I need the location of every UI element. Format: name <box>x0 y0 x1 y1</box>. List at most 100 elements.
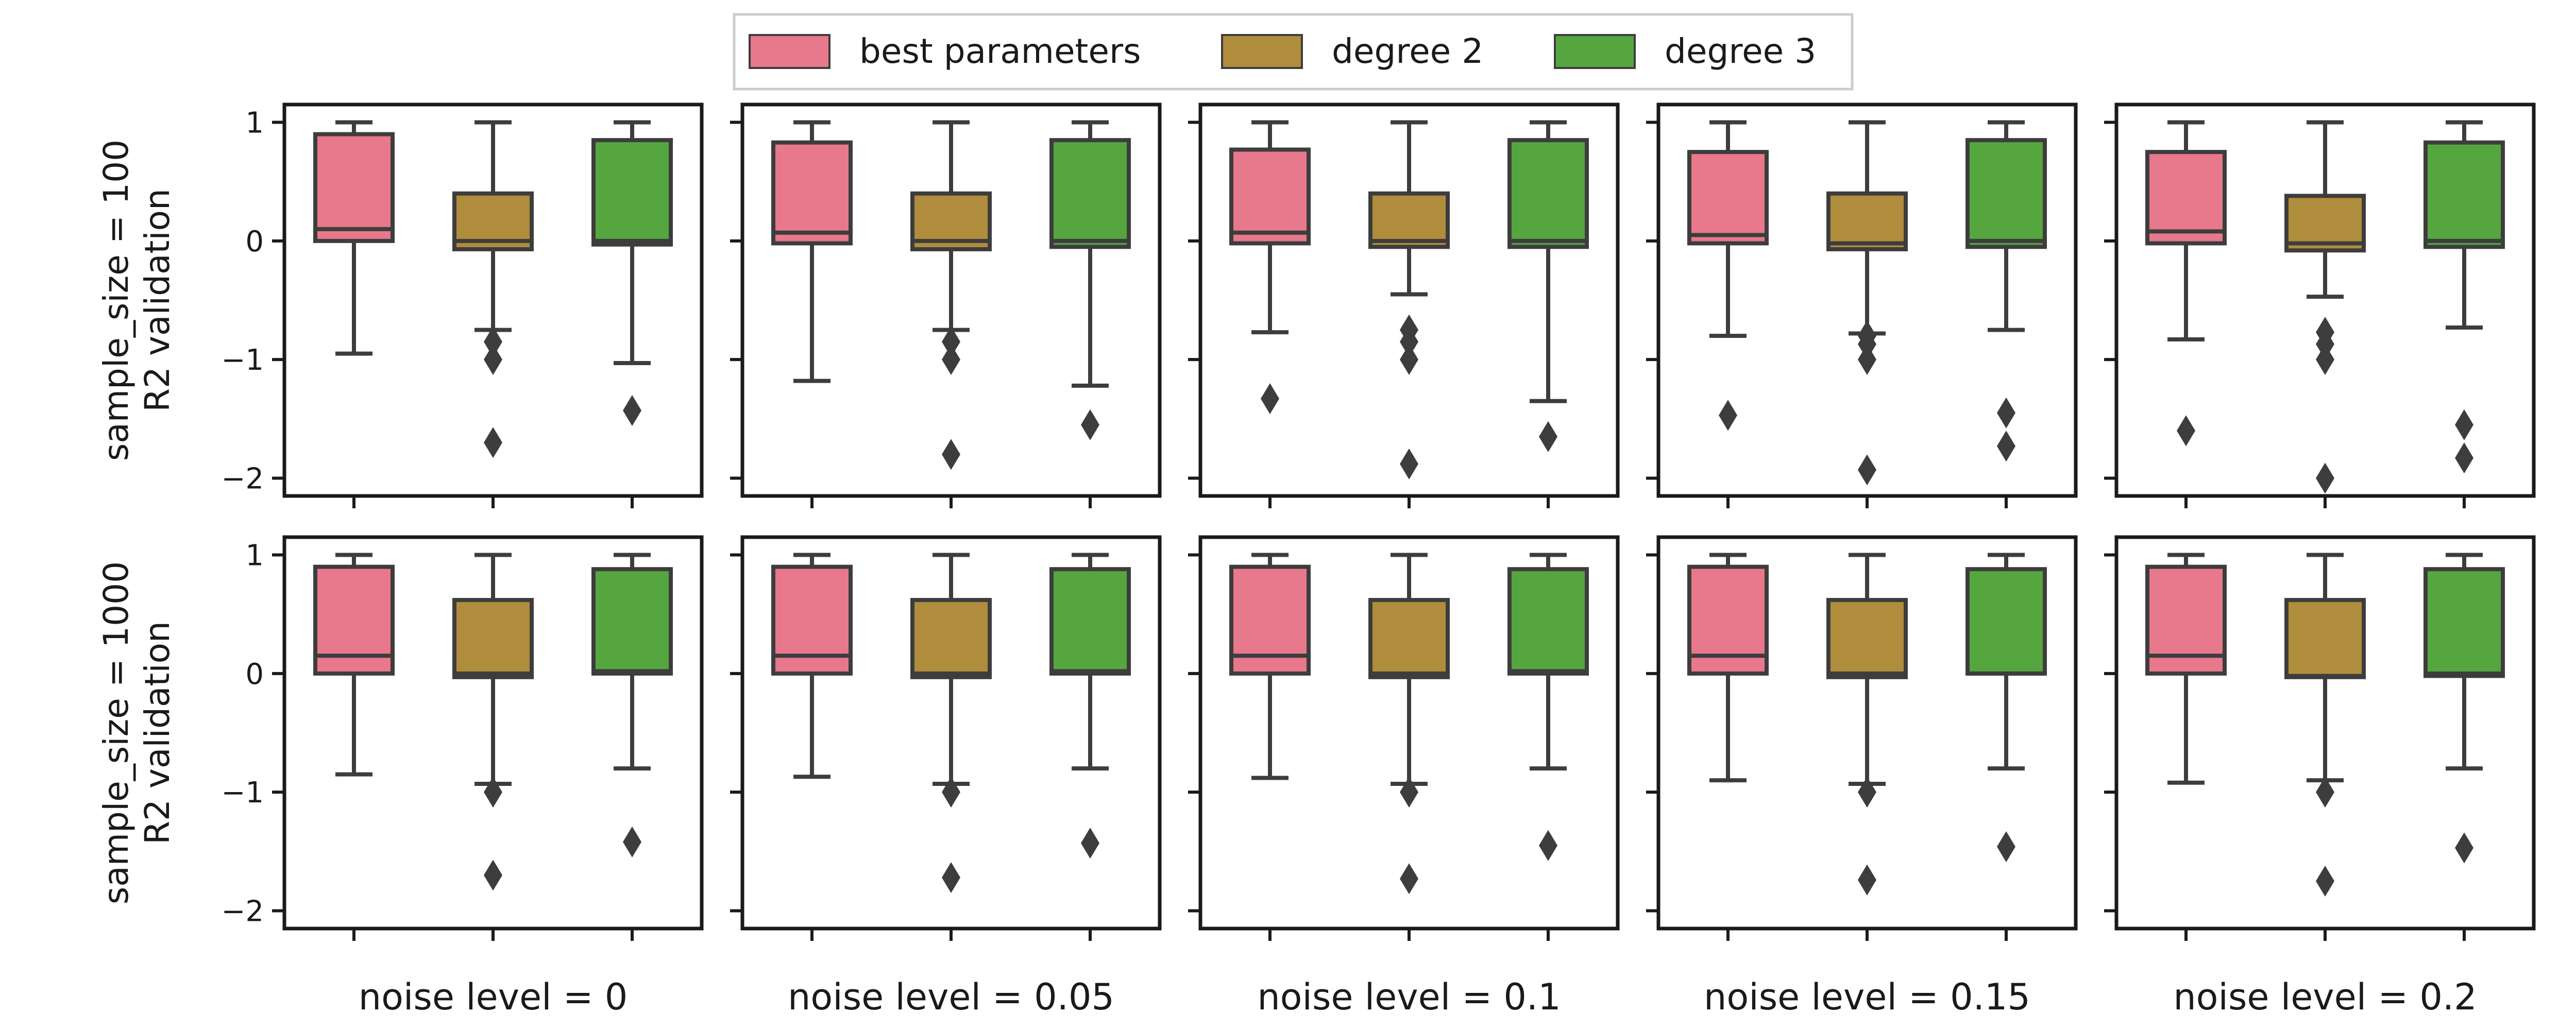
degree-2-outlier-point <box>942 777 960 808</box>
degree-3-box <box>2424 140 2505 249</box>
y-axis-label: sample_size = 1000 <box>96 561 136 904</box>
y-tick-label: 0 <box>245 658 264 691</box>
panel-r1-c1 <box>730 535 1162 941</box>
legend-swatch-best-parameters <box>749 34 831 69</box>
degree-2-outlier-point <box>2316 344 2334 375</box>
degree-2-box <box>2284 598 2366 679</box>
degree-3-box <box>591 567 673 676</box>
degree-2-outlier-point <box>942 862 960 893</box>
degree-3-outlier-point <box>1081 409 1099 440</box>
degree-2-outlier-point <box>942 439 960 470</box>
y-tick-label: −2 <box>221 462 264 495</box>
degree-3-outlier-point <box>2455 409 2473 440</box>
best-parameters-box <box>2145 150 2227 246</box>
degree-3-box <box>1049 138 1131 249</box>
degree-3-box <box>2424 567 2505 678</box>
degree-3-box <box>1965 567 2047 676</box>
panel-r1-c3 <box>1646 535 2078 941</box>
degree-2-outlier-point <box>1858 454 1876 486</box>
column-label: noise level = 0.15 <box>1704 976 2030 1018</box>
degree-3-outlier-point <box>1539 421 1557 452</box>
y-axis-labels: sample_size = 100 R2 validationsample_siz… <box>96 140 177 904</box>
panel-frame <box>740 102 1162 498</box>
degree-2-outlier-point <box>942 326 960 357</box>
degree-2-box <box>1826 191 1908 251</box>
degree-3-outlier-point <box>1539 830 1557 861</box>
degree-2-outlier-point <box>1858 777 1876 808</box>
degree-3-outlier-point <box>2455 442 2473 474</box>
legend-swatch-degree-2 <box>1221 34 1303 69</box>
degree-2-outlier-point <box>484 860 502 891</box>
panel-frame <box>1656 102 2078 498</box>
panel-r1-c2 <box>1188 535 1620 941</box>
panel-r1-c4 <box>2104 535 2536 941</box>
degree-3-outlier-point <box>623 395 641 426</box>
degree-3-outlier-point <box>1997 397 2015 428</box>
panel-r0-c2 <box>1188 102 1620 508</box>
degree-2-box <box>910 598 992 679</box>
degree-2-box <box>1368 191 1450 249</box>
degree-2-box <box>452 598 534 679</box>
degree-2-outlier-point <box>484 427 502 458</box>
degree-2-outlier-point <box>1858 344 1876 375</box>
y-tick-label: 0 <box>245 225 264 259</box>
panel-r0-c0: 1 0 −1 −2 <box>221 102 704 508</box>
best-parameters-box <box>313 132 395 243</box>
degree-2-outlier-point <box>1400 448 1418 479</box>
y-tick-label: 1 <box>245 539 264 573</box>
degree-2-outlier-point <box>484 777 502 808</box>
degree-3-box <box>1507 138 1589 249</box>
column-label: noise level = 0.05 <box>788 976 1114 1018</box>
degree-3-box <box>1049 567 1131 676</box>
y-tick-label: −1 <box>221 776 264 810</box>
degree-2-box <box>1826 598 1908 679</box>
panel-frame <box>2114 102 2536 498</box>
degree-2-outlier-point <box>942 344 960 375</box>
panel-frame <box>1198 535 1620 931</box>
y-axis-label: R2 validation <box>138 621 177 845</box>
degree-3-outlier-point <box>1997 831 2015 863</box>
degree-2-box <box>1368 598 1450 679</box>
y-tick-label: 1 <box>245 107 264 140</box>
degree-2-outlier-point <box>484 344 502 375</box>
legend: best parameters degree 2 degree 3 <box>733 13 1854 91</box>
panels: 1 0 −1 −2 1 0 −1 −2 <box>221 102 2536 941</box>
panel-frame <box>282 535 704 931</box>
y-axis-label: sample_size = 100 <box>96 140 136 461</box>
panel-frame <box>2114 535 2536 931</box>
degree-3-outlier-point <box>1081 828 1099 859</box>
degree-2-outlier-point <box>2316 777 2334 808</box>
panel-r0-c3 <box>1646 102 2078 508</box>
panel-r1-c0: 1 0 −1 −2 <box>221 535 704 941</box>
best-parameters-outlier-point <box>2177 415 2195 447</box>
panel-frame <box>1656 535 2078 931</box>
degree-2-outlier-point <box>1400 777 1418 808</box>
degree-2-outlier-point <box>1400 326 1418 357</box>
degree-3-box <box>1507 567 1589 676</box>
degree-3-outlier-point <box>1997 431 2015 462</box>
column-labels: noise level = 0 noise level = 0.05 noise l… <box>359 976 2477 1018</box>
degree-3-outlier-point <box>2455 832 2473 864</box>
best-parameters-outlier-point <box>1719 400 1737 431</box>
best-parameters-outlier-point <box>1261 383 1279 415</box>
column-label: noise level = 0.1 <box>1257 976 1561 1018</box>
degree-2-outlier-point <box>1400 344 1418 375</box>
panel-frame <box>282 102 704 498</box>
degree-3-box <box>591 138 673 247</box>
degree-2-outlier-point <box>2316 865 2334 897</box>
y-tick-label: −1 <box>221 344 264 377</box>
best-parameters-box <box>1229 147 1311 246</box>
degree-2-outlier-point <box>2316 462 2334 494</box>
legend-label-best-parameters: best parameters <box>859 31 1141 71</box>
panel-frame <box>740 535 1162 931</box>
degree-3-outlier-point <box>623 826 641 857</box>
degree-3-box <box>1965 138 2047 249</box>
degree-2-outlier-point <box>1858 864 1876 896</box>
panel-frame <box>1198 102 1620 498</box>
legend-label-degree-3: degree 3 <box>1665 31 1816 71</box>
legend-swatch-degree-3 <box>1554 34 1636 69</box>
y-tick-label: −2 <box>221 895 264 928</box>
legend-label-degree-2: degree 2 <box>1332 31 1483 71</box>
column-label: noise level = 0.2 <box>2173 976 2477 1018</box>
